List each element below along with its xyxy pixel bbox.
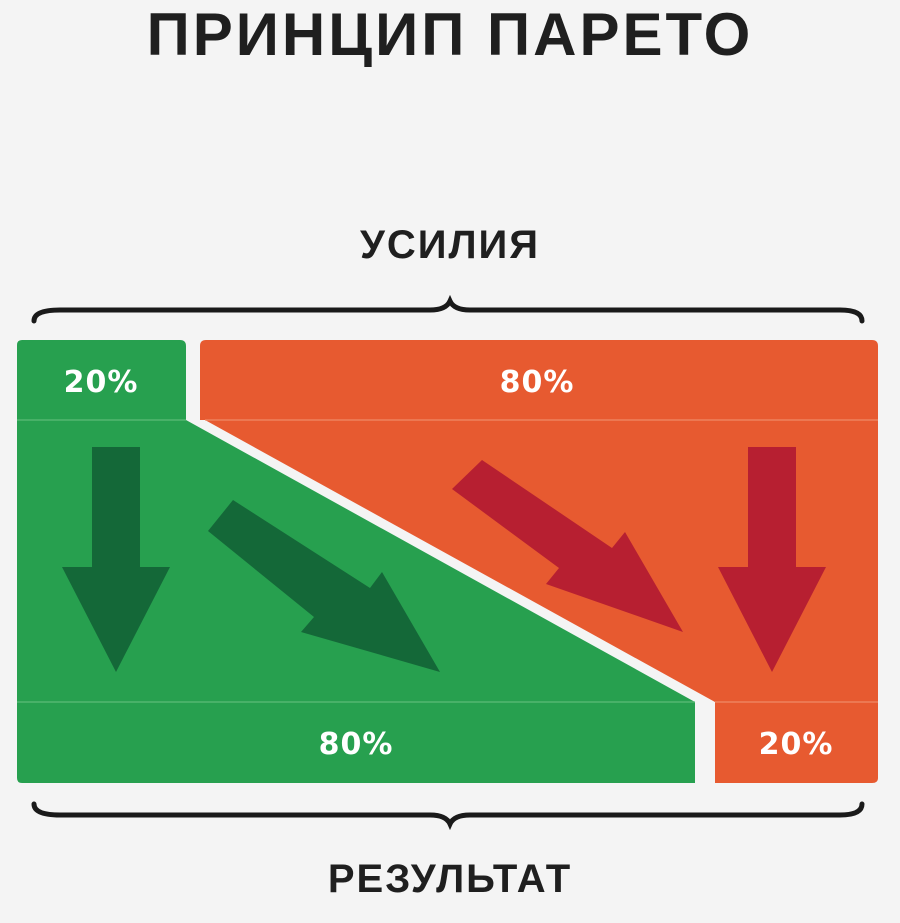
bottom-brace — [31, 801, 865, 831]
result-green-percent: 80% — [319, 727, 394, 762]
red-down-arrow — [718, 447, 826, 672]
page-title: ПРИНЦИП ПАРЕТО — [146, 1, 754, 68]
orange-region — [200, 340, 878, 783]
green-region — [17, 340, 695, 783]
green-diagonal-arrow — [208, 500, 440, 672]
top-brace — [31, 294, 865, 324]
result-orange-percent: 20% — [759, 727, 834, 762]
effort-orange-percent: 80% — [500, 365, 575, 400]
results-label: РЕЗУЛЬТАТ — [327, 857, 573, 901]
effort-green-percent: 20% — [64, 365, 139, 400]
red-diagonal-arrow — [452, 460, 683, 632]
green-down-arrow — [62, 447, 170, 672]
efforts-label: УСИЛИЯ — [359, 223, 541, 267]
